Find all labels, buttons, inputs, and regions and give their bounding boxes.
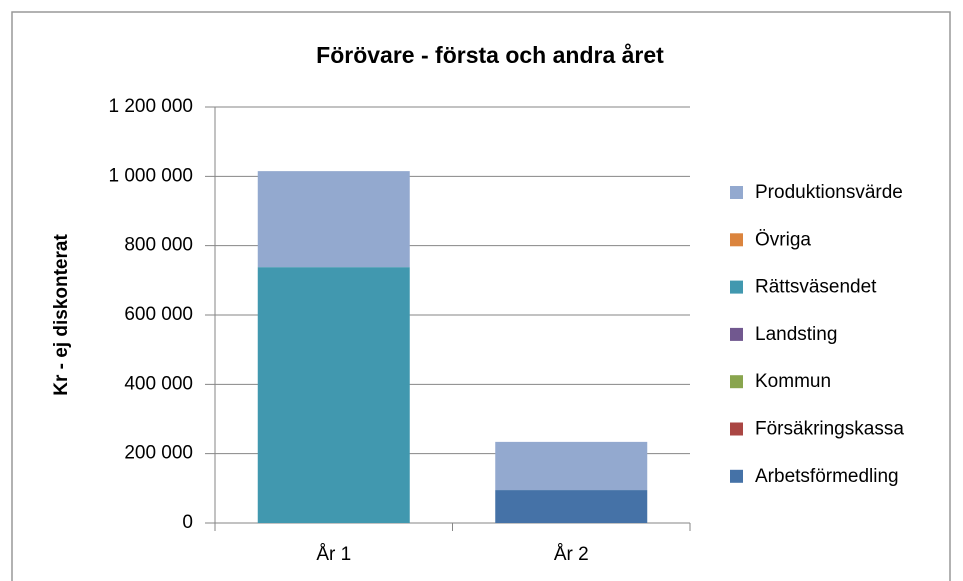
y-tick-label: 600 000 <box>124 304 193 325</box>
chart-title: Förövare - första och andra året <box>316 42 664 68</box>
bar-segment <box>257 171 410 268</box>
bar-segment <box>495 441 648 491</box>
y-axis-label: Kr - ej diskonterat <box>51 234 72 396</box>
legend-swatch <box>730 280 743 294</box>
legend-label: Landsting <box>755 324 837 345</box>
y-tick-label: 0 <box>182 512 193 533</box>
legend-label: Rättsväsendet <box>755 277 877 298</box>
y-tick-label: 800 000 <box>124 235 193 256</box>
legend-swatch <box>730 233 743 247</box>
legend-label: Övriga <box>755 229 811 250</box>
y-tick-label: 400 000 <box>124 373 193 394</box>
legend-swatch <box>730 186 743 199</box>
legend-label: Kommun <box>755 371 831 392</box>
y-tick-label: 200 000 <box>124 443 193 464</box>
legend-label: Arbetsförmedling <box>755 466 899 487</box>
legend-swatch <box>730 327 743 341</box>
bar-segment <box>495 490 648 523</box>
legend-label: Produktionsvärde <box>755 182 903 203</box>
legend-swatch <box>730 375 743 389</box>
y-tick-label: 1 000 000 <box>108 165 193 186</box>
legend-swatch <box>730 469 743 483</box>
x-tick-label: År 1 <box>316 544 351 565</box>
bar-segment <box>257 267 410 523</box>
x-tick-label: År 2 <box>554 544 589 565</box>
y-tick-label: 1 200 000 <box>108 96 193 117</box>
legend-label: Försäkringskassa <box>755 419 904 440</box>
legend-swatch <box>730 422 743 436</box>
